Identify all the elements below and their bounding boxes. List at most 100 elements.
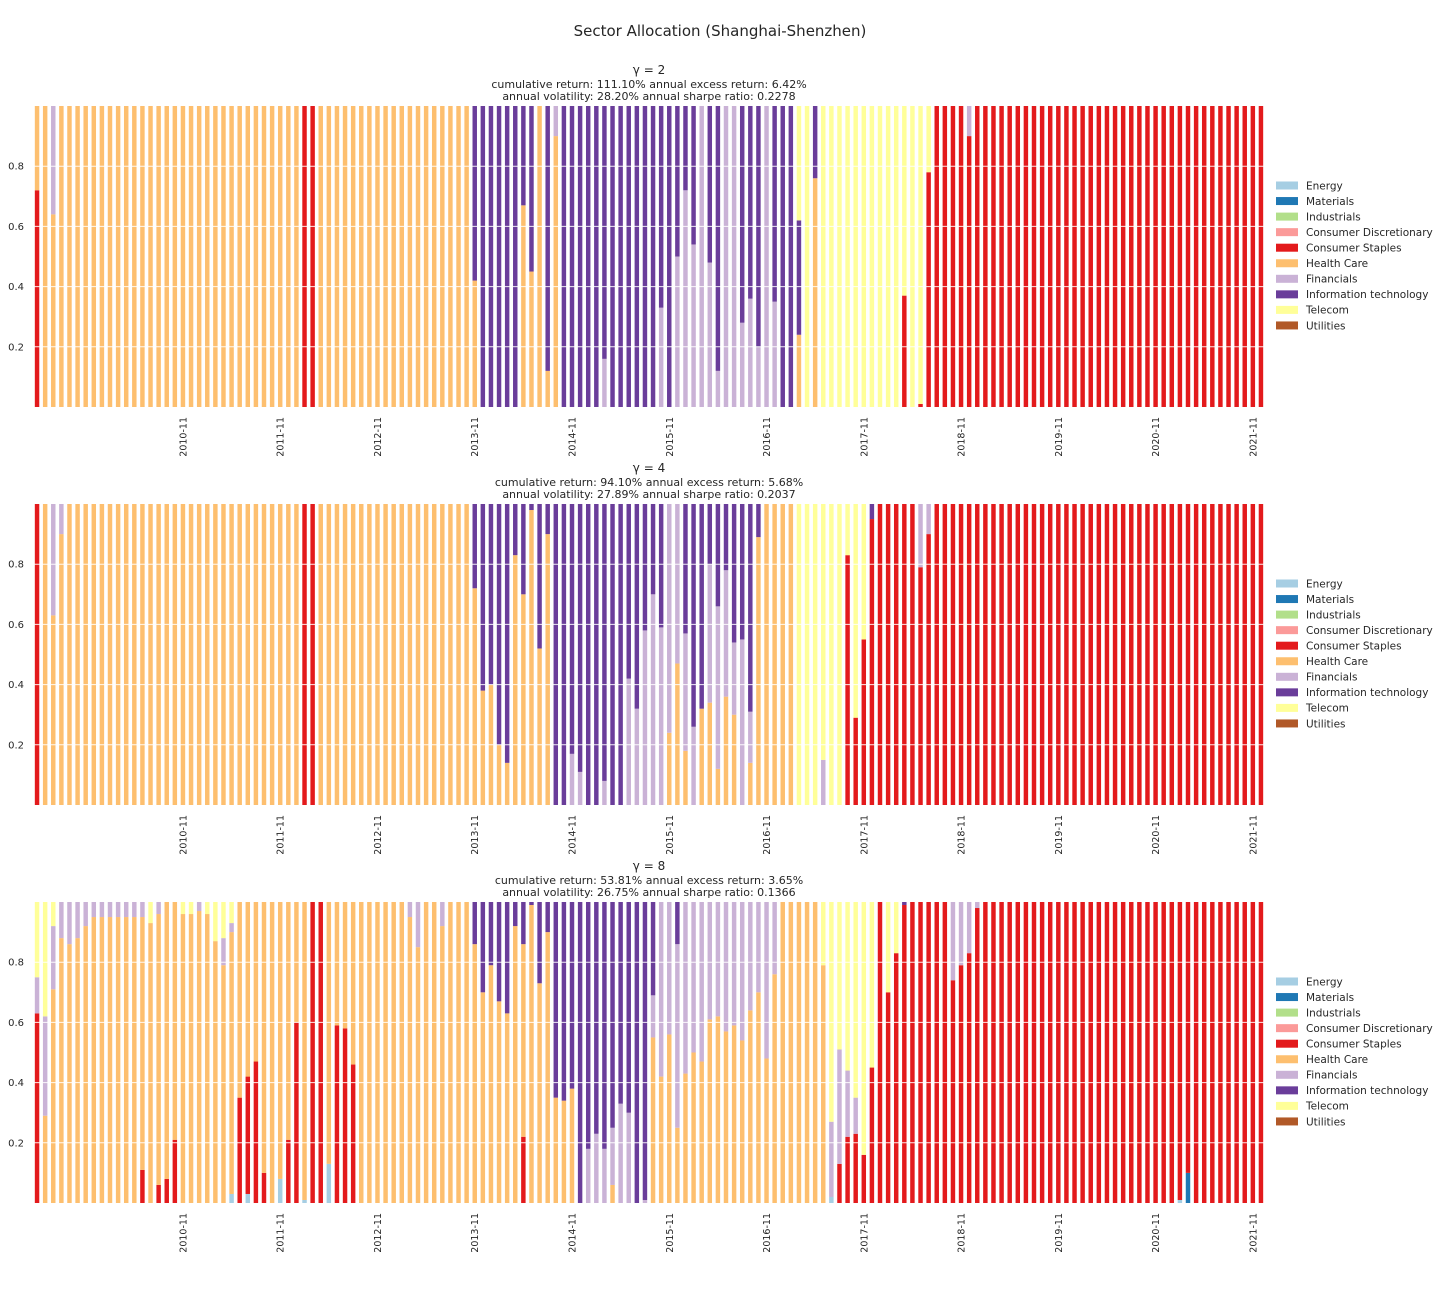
bar-segment-consumer-staples (966, 504, 972, 805)
legend-label: Materials (1306, 992, 1354, 1004)
bar-segment-consumer-staples (950, 980, 956, 1203)
bar-segment-consumer-staples (975, 504, 980, 805)
bar-segment-consumer-staples (1088, 902, 1093, 1203)
y-tick-label: 0.6 (8, 1018, 24, 1029)
bar-segment-health-care (59, 938, 64, 1203)
bar-segment-health-care (375, 504, 380, 805)
bar-segment-consumer-staples (1226, 902, 1231, 1203)
bar-segment-information-technology (772, 106, 777, 302)
bar-segment-information-technology (731, 504, 737, 643)
bar-segment-financials (764, 106, 769, 407)
bar-segment-consumer-staples (1007, 902, 1012, 1203)
bar-segment-consumer-staples (1161, 902, 1166, 1203)
bar-segment-health-care (350, 902, 356, 1065)
bar-segment-health-care (286, 106, 291, 407)
bar-segment-information-technology (488, 902, 494, 966)
bar-segment-consumer-staples (1120, 106, 1126, 407)
x-tick-label: 2012-11 (373, 417, 384, 457)
bar-segment-financials (156, 902, 161, 915)
legend-label: Telecom (1305, 1101, 1349, 1113)
bar-segment-telecom (926, 106, 931, 173)
x-tick-label: 2010-11 (178, 417, 189, 457)
legend-label: Energy (1306, 180, 1343, 192)
bar-segment-energy (245, 1193, 251, 1203)
bar-segment-information-technology (553, 902, 559, 1098)
bar-segment-consumer-staples (1258, 504, 1264, 805)
bar-segment-health-care (423, 106, 429, 407)
legend-label: Energy (1306, 976, 1343, 988)
bar-segment-financials (966, 902, 972, 954)
bar-segment-consumer-staples (926, 172, 931, 407)
bar-segment-health-care (788, 902, 794, 1203)
bar-segment-information-technology (513, 504, 518, 556)
bar-segment-consumer-staples (926, 534, 931, 805)
bar-segment-financials (602, 358, 607, 407)
bar-segment-health-care (431, 106, 437, 407)
bar-segment-energy (1177, 1199, 1183, 1203)
x-tick-label: 2021-11 (1248, 417, 1259, 457)
bar-segment-financials (731, 902, 737, 1026)
bar-segment-consumer-staples (1185, 504, 1191, 805)
bar-segment-health-care (537, 106, 542, 407)
legend-swatch-industrials (1276, 1008, 1298, 1017)
bar-segment-health-care (132, 504, 137, 805)
bar-segment-health-care (148, 923, 153, 1203)
bars (34, 902, 1264, 1203)
bar-segment-health-care (221, 504, 226, 805)
bar-segment-telecom (853, 106, 858, 407)
legend-swatch-financials (1276, 274, 1298, 283)
bar-segment-financials (829, 1121, 834, 1197)
bar-segment-consumer-staples (1177, 504, 1183, 805)
bar-segment-health-care (667, 732, 672, 805)
bar-segment-materials (1185, 1172, 1191, 1203)
x-tick-label: 2015-11 (665, 1213, 676, 1253)
bar-segment-health-care (350, 504, 356, 805)
legend-label: Consumer Staples (1306, 1039, 1402, 1051)
bar-segment-health-care (399, 902, 405, 1203)
bar-segment-health-care (423, 902, 429, 1203)
bar-segment-health-care (59, 534, 64, 805)
bar-segment-health-care (448, 106, 453, 407)
bar-segment-consumer-staples (983, 106, 988, 407)
bar-segment-financials (658, 627, 664, 805)
bar-segment-consumer-staples (1185, 902, 1191, 1173)
bar-segment-telecom (205, 902, 210, 915)
bar-segment-health-care (691, 1052, 696, 1203)
bar-segment-consumer-staples (999, 106, 1004, 407)
bar-segment-information-technology (529, 902, 534, 906)
bar-segment-information-technology (756, 504, 761, 538)
bar-segment-information-technology (626, 504, 631, 679)
bar-segment-consumer-staples (893, 953, 899, 1203)
bar-segment-consumer-staples (1072, 902, 1077, 1203)
bar-segment-information-technology (594, 106, 599, 407)
bar-segment-energy (302, 1199, 307, 1203)
bar-segment-consumer-staples (1096, 106, 1102, 407)
bar-segment-telecom (821, 106, 826, 407)
bar-segment-financials (34, 977, 40, 1014)
bar-segment-consumer-staples (1064, 504, 1069, 805)
bar-segment-consumer-staples (342, 1028, 348, 1203)
y-tick-label: 0.4 (8, 1078, 24, 1089)
bar-segment-health-care (569, 1088, 575, 1203)
bar-segment-health-care (277, 504, 283, 805)
y-tick-label: 0.6 (8, 620, 24, 631)
bar-segment-health-care (367, 504, 372, 805)
legend-label: Utilities (1306, 718, 1346, 730)
bar-segment-health-care (261, 504, 267, 805)
bar-segment-consumer-staples (1007, 106, 1012, 407)
legend-swatch-energy (1276, 181, 1298, 190)
bar-segment-information-technology (683, 106, 688, 191)
bar-segment-telecom (861, 504, 867, 640)
bar-segment-consumer-staples (1112, 902, 1118, 1203)
bar-segment-financials (553, 106, 559, 137)
bar-segment-health-care (610, 1184, 615, 1203)
bar-segment-information-technology (504, 106, 510, 407)
bar-segment-health-care (221, 106, 226, 407)
bar-segment-information-technology (675, 902, 680, 945)
bar-segment-consumer-staples (1080, 106, 1085, 407)
bar-segment-health-care (407, 917, 413, 1203)
bar-segment-consumer-staples (1250, 504, 1256, 805)
bar-segment-information-technology (577, 902, 583, 1203)
bar-segment-information-technology (569, 106, 575, 407)
bar-segment-financials (67, 902, 72, 945)
